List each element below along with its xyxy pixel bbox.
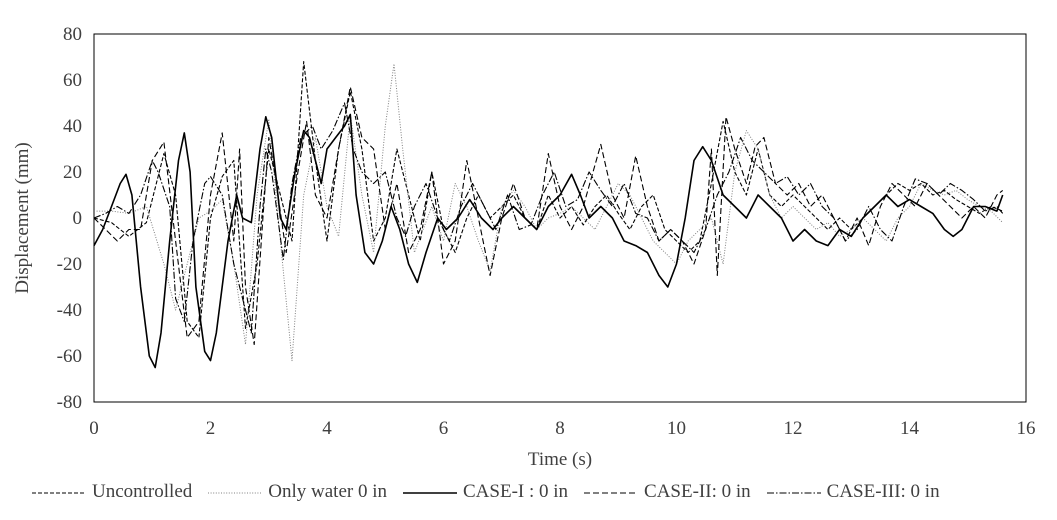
y-tick-label: -20 (57, 254, 82, 275)
x-tick-label: 12 (784, 418, 803, 439)
y-tick-label: -60 (57, 346, 82, 367)
legend-label: CASE-II: 0 in (644, 481, 751, 502)
y-axis-ticks: 80 60 40 20 0 -20 -40 -60 -80 (57, 24, 82, 413)
legend-swatch (403, 492, 457, 494)
y-tick-label: 60 (63, 70, 82, 91)
legend-swatch (208, 492, 263, 494)
x-tick-label: 6 (439, 418, 449, 439)
legend-label: CASE-III: 0 in (826, 481, 940, 502)
y-tick-label: 40 (63, 116, 82, 137)
series-line-2 (93, 113, 1004, 369)
series-lines (93, 61, 1004, 369)
y-tick-label: 20 (63, 162, 82, 183)
x-axis-label: Time (s) (528, 449, 592, 470)
legend-swatch (584, 492, 639, 494)
legend-swatch (32, 492, 86, 494)
x-tick-label: 4 (322, 418, 332, 439)
x-tick-label: 2 (206, 418, 216, 439)
legend-item: Uncontrolled (30, 481, 192, 503)
series-line-1 (94, 63, 1004, 362)
legend-swatch (766, 492, 821, 494)
x-tick-label: 0 (89, 418, 99, 439)
legend-label: Uncontrolled (92, 481, 193, 502)
x-tick-label: 8 (555, 418, 565, 439)
y-tick-label: -80 (57, 392, 82, 413)
legend-item: Only water 0 in (206, 481, 387, 503)
x-tick-label: 14 (900, 418, 920, 439)
y-tick-label: -40 (57, 300, 82, 321)
x-tick-label: 16 (1017, 418, 1036, 439)
y-axis-label: Displacement (mm) (12, 142, 33, 293)
y-tick-label: 80 (63, 24, 82, 45)
legend-label: Only water 0 in (268, 481, 387, 502)
chart-legend: Uncontrolled Only water 0 in CASE-I : 0 in… (30, 478, 1050, 506)
series-line-3 (93, 86, 1004, 346)
legend-item: CASE-III: 0 in (765, 481, 940, 503)
x-axis-ticks: 0 2 4 6 8 10 12 14 16 (89, 418, 1035, 439)
x-tick-label: 10 (667, 418, 686, 439)
legend-item: CASE-II: 0 in (582, 481, 751, 503)
series-line-4 (93, 102, 1004, 334)
line-chart: 80 60 40 20 0 -20 -40 -60 -80 0 2 4 6 8 10 12 14 16 Time… (12, 24, 1036, 470)
legend-label: CASE-I : 0 in (463, 481, 569, 502)
y-tick-label: 0 (73, 208, 83, 229)
legend-item: CASE-I : 0 in (401, 481, 568, 503)
